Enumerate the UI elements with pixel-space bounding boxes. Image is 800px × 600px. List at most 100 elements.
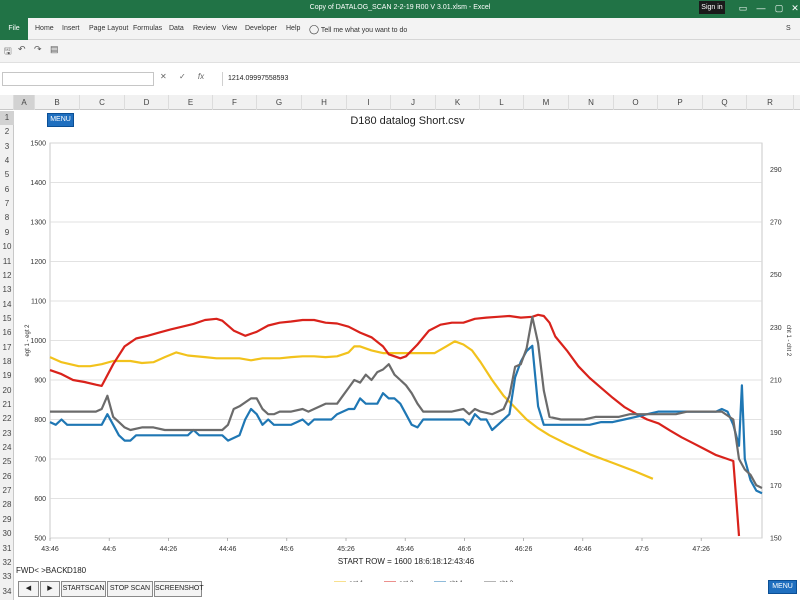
row-header-1[interactable]: 1 xyxy=(0,111,14,125)
row-header-17[interactable]: 17 xyxy=(2,342,12,352)
row-header-6[interactable]: 6 xyxy=(4,184,10,194)
y2-tick-label: 290 xyxy=(770,167,782,174)
tab-insert[interactable]: Insert xyxy=(62,25,80,32)
stop-scan-button[interactable]: STOP SCAN xyxy=(107,581,153,597)
row-header-11[interactable]: 11 xyxy=(2,256,12,266)
tab-home[interactable]: Home xyxy=(35,25,54,32)
tab-file[interactable]: File xyxy=(0,18,28,40)
row-header-29[interactable]: 29 xyxy=(2,514,12,524)
column-header-j[interactable]: J xyxy=(391,95,436,110)
tab-review[interactable]: Review xyxy=(193,25,216,32)
row-header-10[interactable]: 10 xyxy=(2,242,12,252)
column-header-a[interactable]: A xyxy=(14,95,35,110)
row-header-9[interactable]: 9 xyxy=(4,227,10,237)
legend-label-cht-1: cht 1 xyxy=(449,580,463,582)
row-header-33[interactable]: 33 xyxy=(2,572,12,582)
menu-button-bottom[interactable]: MENU xyxy=(768,580,797,594)
tab-formulas[interactable]: Formulas xyxy=(133,25,163,32)
formula-input[interactable]: 1214.09997558593 xyxy=(222,72,800,86)
insert-function-icon[interactable]: fx xyxy=(197,72,205,81)
row-header-31[interactable]: 31 xyxy=(2,543,12,553)
redo-icon[interactable]: ↷ xyxy=(34,44,42,54)
ribbon-display-options-icon[interactable]: ▭ xyxy=(738,3,748,13)
row-header-26[interactable]: 26 xyxy=(2,471,12,481)
row-header-3[interactable]: 3 xyxy=(4,141,10,151)
series-group xyxy=(49,313,763,537)
y-tick-label: 1100 xyxy=(31,299,46,306)
row-header-22[interactable]: 22 xyxy=(2,414,12,424)
user-initial[interactable]: S xyxy=(786,25,791,32)
series-line-egt-1 xyxy=(49,340,654,480)
column-header-f[interactable]: F xyxy=(213,95,257,110)
column-header-e[interactable]: E xyxy=(169,95,213,110)
row-header-27[interactable]: 27 xyxy=(2,486,12,496)
tab-page-layout[interactable]: Page Layout xyxy=(89,25,129,32)
row-header-28[interactable]: 28 xyxy=(2,500,12,510)
column-header-p[interactable]: P xyxy=(658,95,703,110)
row-header-15[interactable]: 15 xyxy=(2,313,12,323)
column-header-m[interactable]: M xyxy=(524,95,569,110)
row-header-16[interactable]: 16 xyxy=(2,328,12,338)
row-header-34[interactable]: 34 xyxy=(2,586,12,596)
y-axis-left: 500 600 700 800 900 1000 1100 1200 1300 1400 1500 xyxy=(30,141,46,543)
row-header-21[interactable]: 21 xyxy=(2,400,12,409)
enter-icon[interactable]: ✓ xyxy=(178,72,186,81)
minimize-icon[interactable]: — xyxy=(756,3,766,13)
column-header-c[interactable]: C xyxy=(80,95,125,110)
row-header-23[interactable]: 23 xyxy=(2,428,12,438)
column-header-b[interactable]: B xyxy=(35,95,80,110)
row-header-24[interactable]: 24 xyxy=(2,443,12,453)
column-header-n[interactable]: N xyxy=(569,95,614,110)
column-header-g[interactable]: G xyxy=(257,95,302,110)
start-scan-button[interactable]: STARTSCAN xyxy=(61,581,106,597)
column-header-o[interactable]: O xyxy=(614,95,658,110)
row-header-7[interactable]: 7 xyxy=(4,199,10,209)
quick-access-toolbar: 🖫 ↶ ↷ ▤ xyxy=(0,40,800,63)
y2-tick-label: 250 xyxy=(770,272,782,279)
y2-axis-title: cht 1 - cht 2 xyxy=(785,325,791,357)
column-header-d[interactable]: D xyxy=(125,95,169,110)
maximize-icon[interactable]: ▢ xyxy=(774,3,784,13)
row-header-18[interactable]: 18 xyxy=(2,356,12,366)
row-header-14[interactable]: 14 xyxy=(2,299,12,309)
row-header-5[interactable]: 5 xyxy=(4,170,10,180)
y-tick-label: 600 xyxy=(34,496,46,503)
row-header-25[interactable]: 25 xyxy=(2,457,12,467)
row-header-32[interactable]: 32 xyxy=(2,557,12,567)
print-preview-icon[interactable]: ▤ xyxy=(50,44,59,54)
row-header-4[interactable]: 4 xyxy=(4,156,10,166)
nav-next-button[interactable]: ▶ xyxy=(40,581,60,597)
tab-view[interactable]: View xyxy=(222,25,238,32)
screenshot-button[interactable]: SCREENSHOT xyxy=(154,581,204,597)
x-tick-label: 45:46 xyxy=(396,546,414,553)
row-header-12[interactable]: 12 xyxy=(2,270,12,280)
select-all-corner[interactable] xyxy=(0,95,14,110)
close-icon[interactable]: ✕ xyxy=(791,3,799,13)
save-icon[interactable]: 🖫 xyxy=(4,46,12,56)
row-headers: 1 2 3 4 5 6 7 8 9 10 11 12 13 14 15 16 17 18 19 20 21 22 23 24 2… xyxy=(0,111,14,600)
column-header-l[interactable]: L xyxy=(480,95,524,110)
tell-me-search[interactable]: ◯ Tell me what you want to do xyxy=(309,18,407,40)
row-header-30[interactable]: 30 xyxy=(2,529,12,539)
sign-in-button[interactable]: Sign in xyxy=(699,1,725,14)
title-bar: Copy of DATALOG_SCAN 2-2-19 R00 V 3.01.x… xyxy=(0,0,800,18)
row-header-13[interactable]: 13 xyxy=(2,285,12,295)
name-box[interactable] xyxy=(2,72,154,86)
column-header-h[interactable]: H xyxy=(302,95,347,110)
cancel-icon[interactable]: ✕ xyxy=(160,72,167,81)
tab-developer[interactable]: Developer xyxy=(245,25,277,32)
nav-prev-button[interactable]: ◀ xyxy=(18,581,39,597)
row-header-20[interactable]: 20 xyxy=(2,385,12,395)
tab-help[interactable]: Help xyxy=(286,25,301,32)
column-header-q[interactable]: Q xyxy=(703,95,747,110)
row-header-8[interactable]: 8 xyxy=(4,213,10,223)
tab-data[interactable]: Data xyxy=(169,25,184,32)
row-header-19[interactable]: 19 xyxy=(2,371,12,381)
menu-button-top[interactable]: MENU xyxy=(47,113,74,127)
undo-icon[interactable]: ↶ xyxy=(18,44,26,54)
column-header-r[interactable]: R xyxy=(747,95,794,110)
row-header-2[interactable]: 2 xyxy=(4,127,10,137)
x-tick-label: 47:26 xyxy=(692,546,710,553)
column-header-k[interactable]: K xyxy=(436,95,480,110)
column-header-i[interactable]: I xyxy=(347,95,391,110)
